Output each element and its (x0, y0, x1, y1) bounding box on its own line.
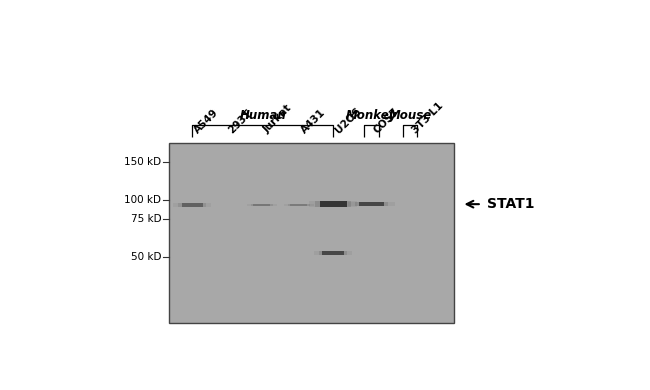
Text: 3T3 L1: 3T3 L1 (410, 101, 445, 135)
Text: Mouse: Mouse (388, 109, 432, 122)
Bar (288, 204, 310, 206)
Text: Human: Human (239, 109, 286, 122)
Text: Jurkat: Jurkat (262, 103, 294, 135)
Bar (359, 202, 384, 206)
Bar (348, 202, 395, 206)
Bar (291, 204, 307, 206)
Bar (309, 202, 358, 207)
Bar (314, 251, 352, 255)
Bar (355, 202, 388, 206)
Text: 100 kD: 100 kD (124, 195, 161, 205)
Text: U2OS: U2OS (333, 106, 363, 135)
Text: 293T: 293T (226, 108, 254, 135)
Bar (170, 143, 454, 323)
Bar (173, 203, 211, 207)
Bar (254, 204, 270, 206)
Bar (181, 203, 203, 207)
Bar (246, 204, 278, 206)
Bar (320, 202, 346, 207)
Text: 150 kD: 150 kD (124, 157, 161, 167)
Text: STAT1: STAT1 (487, 197, 534, 211)
Text: 75 kD: 75 kD (131, 215, 161, 225)
Bar (315, 202, 350, 207)
Text: COS7: COS7 (372, 106, 400, 135)
Text: Monkey: Monkey (346, 109, 397, 122)
Text: A549: A549 (192, 107, 220, 135)
Bar (283, 204, 315, 206)
Bar (251, 204, 273, 206)
Text: A431: A431 (299, 107, 327, 135)
Text: 50 kD: 50 kD (131, 252, 161, 262)
Bar (178, 203, 206, 207)
Bar (319, 251, 347, 255)
Bar (322, 251, 344, 255)
